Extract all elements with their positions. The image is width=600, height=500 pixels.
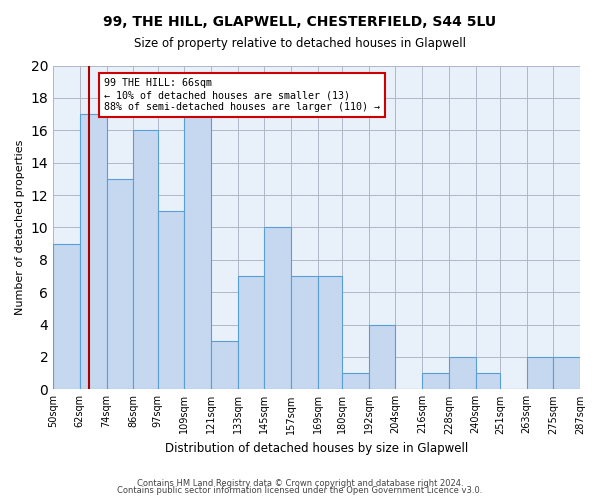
Bar [265,228,291,390]
Bar [317,276,342,390]
Bar [527,357,553,390]
Bar [133,130,158,390]
Y-axis label: Number of detached properties: Number of detached properties [15,140,25,315]
Text: Contains HM Land Registry data © Crown copyright and database right 2024.: Contains HM Land Registry data © Crown c… [137,478,463,488]
Bar [476,373,500,390]
Bar [53,244,80,390]
Bar [107,179,133,390]
Bar [238,276,265,390]
Bar [184,114,211,390]
Bar [422,373,449,390]
Bar [80,114,107,390]
Bar [449,357,476,390]
Text: Contains public sector information licensed under the Open Government Licence v3: Contains public sector information licen… [118,486,482,495]
Bar [342,373,369,390]
X-axis label: Distribution of detached houses by size in Glapwell: Distribution of detached houses by size … [165,442,468,455]
Bar [211,340,238,390]
Text: Size of property relative to detached houses in Glapwell: Size of property relative to detached ho… [134,38,466,51]
Bar [553,357,580,390]
Bar [158,211,184,390]
Bar [369,324,395,390]
Text: 99, THE HILL, GLAPWELL, CHESTERFIELD, S44 5LU: 99, THE HILL, GLAPWELL, CHESTERFIELD, S4… [103,15,497,29]
Text: 99 THE HILL: 66sqm
← 10% of detached houses are smaller (13)
88% of semi-detache: 99 THE HILL: 66sqm ← 10% of detached hou… [104,78,380,112]
Bar [291,276,317,390]
